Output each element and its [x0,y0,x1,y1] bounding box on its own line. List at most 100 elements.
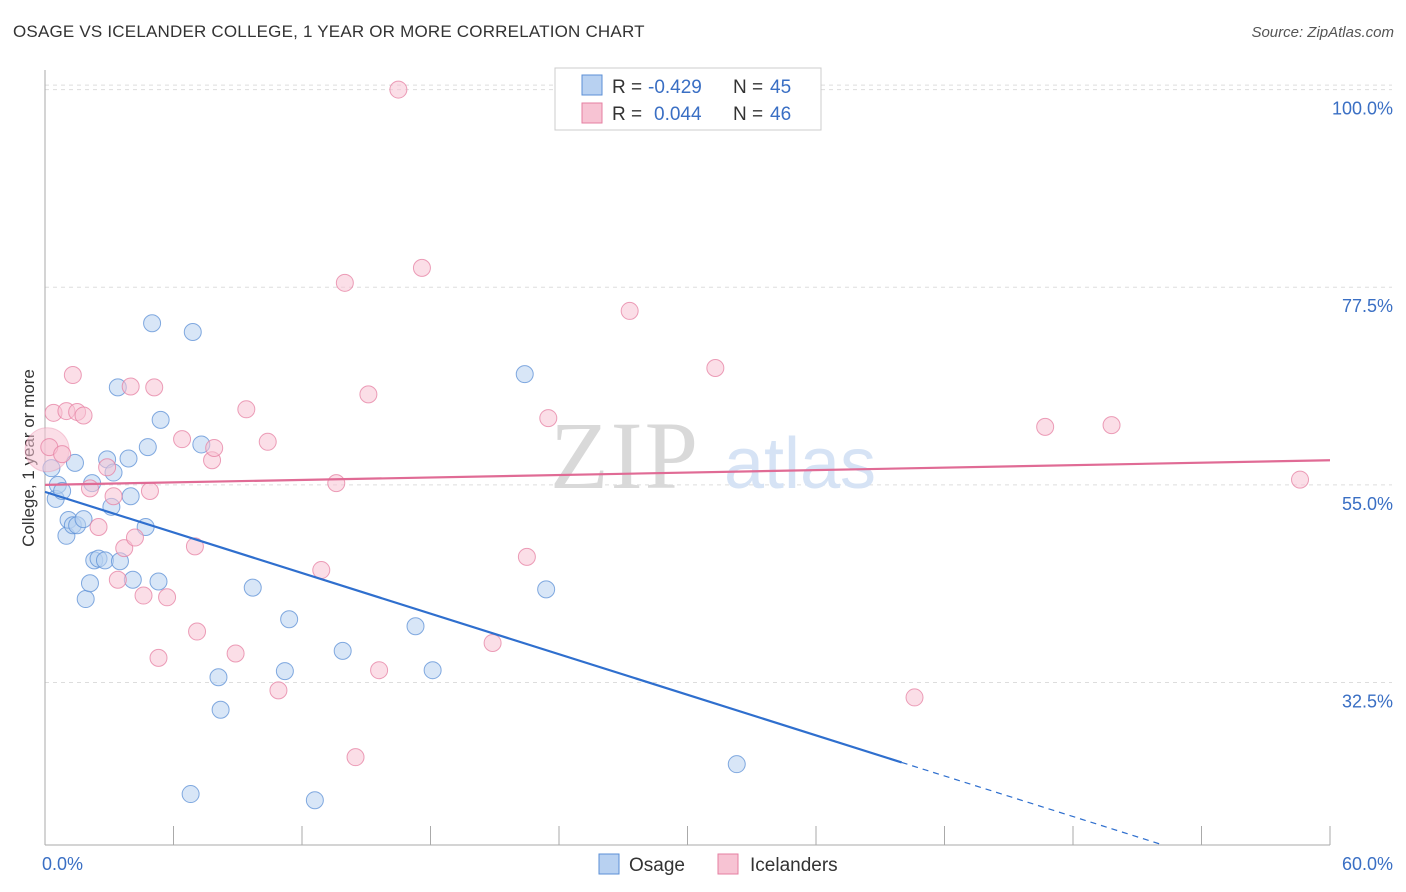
legend-osage-label: Osage [629,855,685,876]
osage-trend-extension [901,761,1164,846]
icelanders-point [53,445,72,464]
osage-point [121,487,140,506]
icelanders-point [1102,416,1121,435]
x-tick-label: 60.0% [1342,854,1393,874]
icelanders-point [312,561,331,580]
icelanders-point [346,748,365,767]
osage-point [74,510,93,529]
icelanders-point [149,648,168,667]
icelanders-trend-line [44,459,1331,486]
osage-point [333,641,352,660]
icelanders-r-value: 0.044 [654,104,702,125]
y-tick-label: 100.0% [1332,99,1393,119]
icelanders-point [185,537,204,556]
icelanders-point [108,570,127,589]
x-tick-label: 0.0% [42,854,83,874]
osage-point [515,365,534,384]
icelanders-point [89,518,108,537]
osage-swatch [581,74,603,96]
x-ticks [173,826,1331,845]
icelanders-point [173,430,192,449]
osage-point [305,791,324,810]
icelanders-swatch [581,102,603,124]
icelanders-r-label: R = [612,104,642,125]
osage-point [183,323,202,342]
watermark: ZIP atlas [550,402,876,509]
osage-point [76,590,95,609]
osage-point [280,610,299,629]
osage-point [423,661,442,680]
stats-legend: R = -0.429 N = 45 R = 0.044 N = 46 [554,67,822,131]
osage-point [727,755,746,774]
osage-n-label: N = [733,77,763,98]
bottom-legend: Osage Icelanders [598,853,838,876]
trend-lines [44,459,1331,846]
osage-point [143,314,162,333]
osage-point [211,700,230,719]
chart-title: OSAGE VS ICELANDER COLLEGE, 1 YEAR OR MO… [13,22,645,41]
source-label: Source: ZipAtlas.com [1251,24,1394,41]
y-tick-labels: 100.0% 77.5% 55.0% 32.5% [1332,99,1393,712]
icelanders-point [63,366,82,385]
icelanders-point [145,378,164,397]
osage-point [209,668,228,687]
osage-point [149,572,168,591]
osage-point [151,410,170,429]
icelanders-point [1291,470,1310,489]
icelanders-point [1036,417,1055,436]
osage-n-value: 45 [770,77,791,98]
osage-point [406,617,425,636]
icelanders-point [74,406,93,425]
icelanders-point [335,273,354,292]
icelanders-point [80,479,99,498]
osage-point [65,453,84,472]
icelanders-point [483,633,502,652]
icelanders-point [115,539,134,558]
y-tick-label: 32.5% [1342,691,1393,711]
icelanders-point [205,438,224,457]
icelanders-point [327,474,346,493]
osage-trend-line [44,490,902,764]
icelanders-point [125,528,144,547]
icelanders-point [370,661,389,680]
icelanders-point [517,547,536,566]
icelanders-point [359,385,378,404]
legend-osage-swatch [598,853,620,875]
osage-point [138,438,157,457]
icelanders-point [158,588,177,607]
watermark-atlas: atlas [724,424,876,504]
osage-point [275,662,294,681]
icelanders-point [389,80,408,99]
osage-point [80,574,99,593]
osage-r-label: R = [612,77,642,98]
legend-icelanders-swatch [717,853,739,875]
icelanders-point [620,301,639,320]
osage-point [181,785,200,804]
icelanders-point [140,482,159,501]
legend-icelanders-label: Icelanders [750,855,838,876]
x-tick-labels: 0.0% 60.0% [42,854,1393,874]
icelanders-n-label: N = [733,104,763,125]
icelanders-point [104,487,123,506]
watermark-zip: ZIP [550,402,700,509]
icelanders-point [706,359,725,378]
icelanders-point [539,409,558,428]
icelanders-n-value: 46 [770,104,791,125]
y-tick-label: 77.5% [1342,296,1393,316]
icelanders-point [412,258,431,277]
osage-point [119,449,138,468]
osage-point [243,578,262,597]
icelanders-point [237,400,256,419]
icelanders-point [98,458,117,477]
osage-point [123,570,142,589]
icelanders-point [121,377,140,396]
osage-r-value: -0.429 [648,77,702,98]
osage-point [95,551,114,570]
icelanders-point [226,644,245,663]
y-tick-label: 55.0% [1342,494,1393,514]
osage-point [537,580,556,599]
icelanders-point [134,586,153,605]
icelanders-point [258,432,277,451]
icelanders-point [269,681,288,700]
